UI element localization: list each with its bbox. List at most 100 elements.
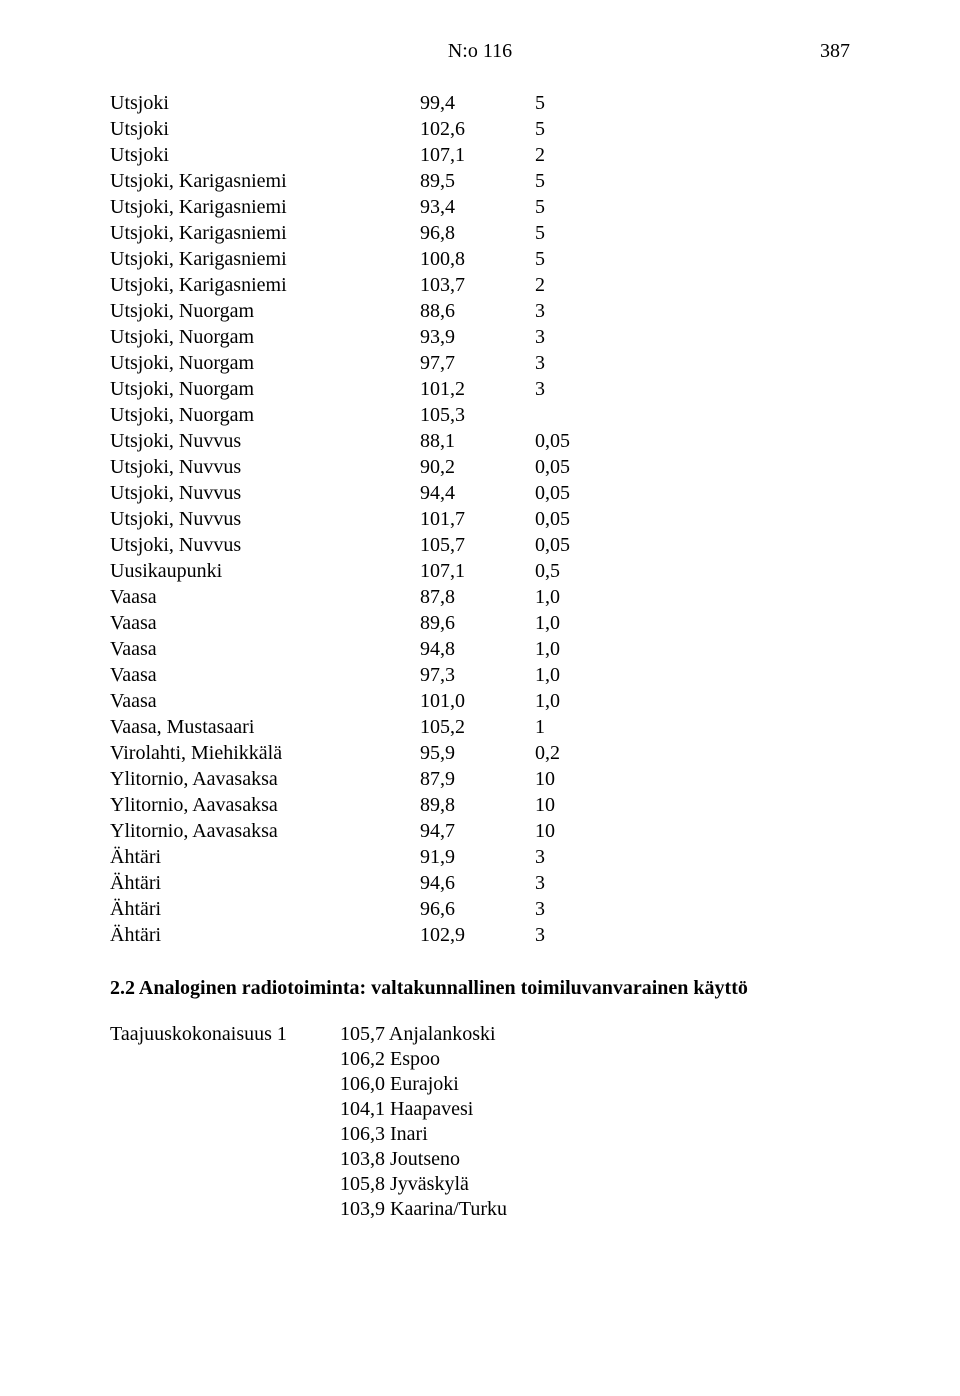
table-row: Ylitornio, Aavasaksa89,810 [110, 793, 615, 819]
value1-cell: 102,9 [420, 923, 535, 949]
value2-cell: 1,0 [535, 585, 615, 611]
value2-cell: 2 [535, 273, 615, 299]
frequency-item: 105,7 Anjalankoski [340, 1022, 507, 1047]
value2-cell: 5 [535, 169, 615, 195]
value1-cell: 101,2 [420, 377, 535, 403]
table-row: Ähtäri94,63 [110, 871, 615, 897]
value1-cell: 89,5 [420, 169, 535, 195]
value2-cell: 5 [535, 247, 615, 273]
table-row: Vaasa101,01,0 [110, 689, 615, 715]
value1-cell: 93,9 [420, 325, 535, 351]
value2-cell: 0,05 [535, 481, 615, 507]
table-row: Vaasa, Mustasaari105,21 [110, 715, 615, 741]
value1-cell: 97,7 [420, 351, 535, 377]
value2-cell: 0,5 [535, 559, 615, 585]
table-row: Ähtäri102,93 [110, 923, 615, 949]
value1-cell: 107,1 [420, 143, 535, 169]
value1-cell: 94,8 [420, 637, 535, 663]
value1-cell: 94,4 [420, 481, 535, 507]
location-cell: Utsjoki, Karigasniemi [110, 221, 420, 247]
location-cell: Utsjoki, Karigasniemi [110, 195, 420, 221]
value2-cell: 2 [535, 143, 615, 169]
value1-cell: 105,7 [420, 533, 535, 559]
location-cell: Ähtäri [110, 845, 420, 871]
table-row: Utsjoki, Karigasniemi93,45 [110, 195, 615, 221]
value2-cell: 1,0 [535, 663, 615, 689]
value2-cell: 3 [535, 377, 615, 403]
location-cell: Virolahti, Miehikkälä [110, 741, 420, 767]
table-row: Utsjoki, Karigasniemi96,85 [110, 221, 615, 247]
value1-cell: 101,0 [420, 689, 535, 715]
value2-cell: 3 [535, 897, 615, 923]
value1-cell: 102,6 [420, 117, 535, 143]
location-cell: Ähtäri [110, 897, 420, 923]
section-heading: 2.2 Analoginen radiotoiminta: valtakunna… [110, 977, 850, 1000]
value1-cell: 88,6 [420, 299, 535, 325]
value1-cell: 99,4 [420, 91, 535, 117]
value2-cell: 1,0 [535, 611, 615, 637]
table-row: Utsjoki, Karigasniemi103,72 [110, 273, 615, 299]
frequency-item: 106,3 Inari [340, 1122, 507, 1147]
table-row: Utsjoki, Nuorgam105,3 [110, 403, 615, 429]
location-cell: Utsjoki, Nuvvus [110, 481, 420, 507]
value2-cell: 3 [535, 325, 615, 351]
value2-cell: 5 [535, 221, 615, 247]
frequency-item: 103,9 Kaarina/Turku [340, 1197, 507, 1222]
location-cell: Utsjoki, Karigasniemi [110, 247, 420, 273]
table-row: Utsjoki107,12 [110, 143, 615, 169]
table-row: Utsjoki, Nuvvus90,20,05 [110, 455, 615, 481]
location-cell: Utsjoki, Karigasniemi [110, 273, 420, 299]
location-cell: Vaasa [110, 663, 420, 689]
location-cell: Ylitornio, Aavasaksa [110, 793, 420, 819]
value2-cell: 5 [535, 91, 615, 117]
table-row: Utsjoki, Nuorgam101,23 [110, 377, 615, 403]
location-cell: Utsjoki, Nuvvus [110, 455, 420, 481]
value2-cell: 0,05 [535, 429, 615, 455]
table-row: Utsjoki, Nuvvus105,70,05 [110, 533, 615, 559]
value2-cell: 3 [535, 871, 615, 897]
frequency-group: Taajuuskokonaisuus 1 105,7 Anjalankoski 1… [110, 1022, 850, 1222]
value1-cell: 89,6 [420, 611, 535, 637]
value1-cell: 105,2 [420, 715, 535, 741]
value2-cell: 5 [535, 117, 615, 143]
location-cell: Uusikaupunki [110, 559, 420, 585]
table-row: Ähtäri96,63 [110, 897, 615, 923]
table-row: Uusikaupunki107,10,5 [110, 559, 615, 585]
value2-cell: 10 [535, 793, 615, 819]
value2-cell: 1,0 [535, 637, 615, 663]
value1-cell: 96,8 [420, 221, 535, 247]
value1-cell: 100,8 [420, 247, 535, 273]
value2-cell: 0,05 [535, 455, 615, 481]
location-cell: Ähtäri [110, 923, 420, 949]
location-cell: Ylitornio, Aavasaksa [110, 819, 420, 845]
location-cell: Utsjoki [110, 117, 420, 143]
location-cell: Ylitornio, Aavasaksa [110, 767, 420, 793]
value2-cell: 5 [535, 195, 615, 221]
frequency-group-label: Taajuuskokonaisuus 1 [110, 1022, 340, 1222]
value1-cell: 94,6 [420, 871, 535, 897]
location-cell: Vaasa [110, 637, 420, 663]
location-cell: Utsjoki, Nuvvus [110, 507, 420, 533]
table-row: Utsjoki, Nuorgam88,63 [110, 299, 615, 325]
value1-cell: 94,7 [420, 819, 535, 845]
value1-cell: 87,8 [420, 585, 535, 611]
value1-cell: 103,7 [420, 273, 535, 299]
table-row: Vaasa94,81,0 [110, 637, 615, 663]
value2-cell: 0,05 [535, 533, 615, 559]
location-cell: Utsjoki [110, 91, 420, 117]
value1-cell: 89,8 [420, 793, 535, 819]
value1-cell: 96,6 [420, 897, 535, 923]
table-row: Utsjoki, Nuorgam93,93 [110, 325, 615, 351]
value2-cell: 10 [535, 819, 615, 845]
value1-cell: 87,9 [420, 767, 535, 793]
table-row: Utsjoki, Karigasniemi100,85 [110, 247, 615, 273]
document-number: N:o 116 [448, 40, 512, 63]
location-cell: Utsjoki, Nuvvus [110, 429, 420, 455]
frequency-table: Utsjoki99,45Utsjoki102,65Utsjoki107,12Ut… [110, 91, 615, 949]
value1-cell: 101,7 [420, 507, 535, 533]
table-row: Utsjoki102,65 [110, 117, 615, 143]
location-cell: Utsjoki [110, 143, 420, 169]
value1-cell: 91,9 [420, 845, 535, 871]
table-row: Virolahti, Miehikkälä95,90,2 [110, 741, 615, 767]
location-cell: Utsjoki, Nuorgam [110, 377, 420, 403]
